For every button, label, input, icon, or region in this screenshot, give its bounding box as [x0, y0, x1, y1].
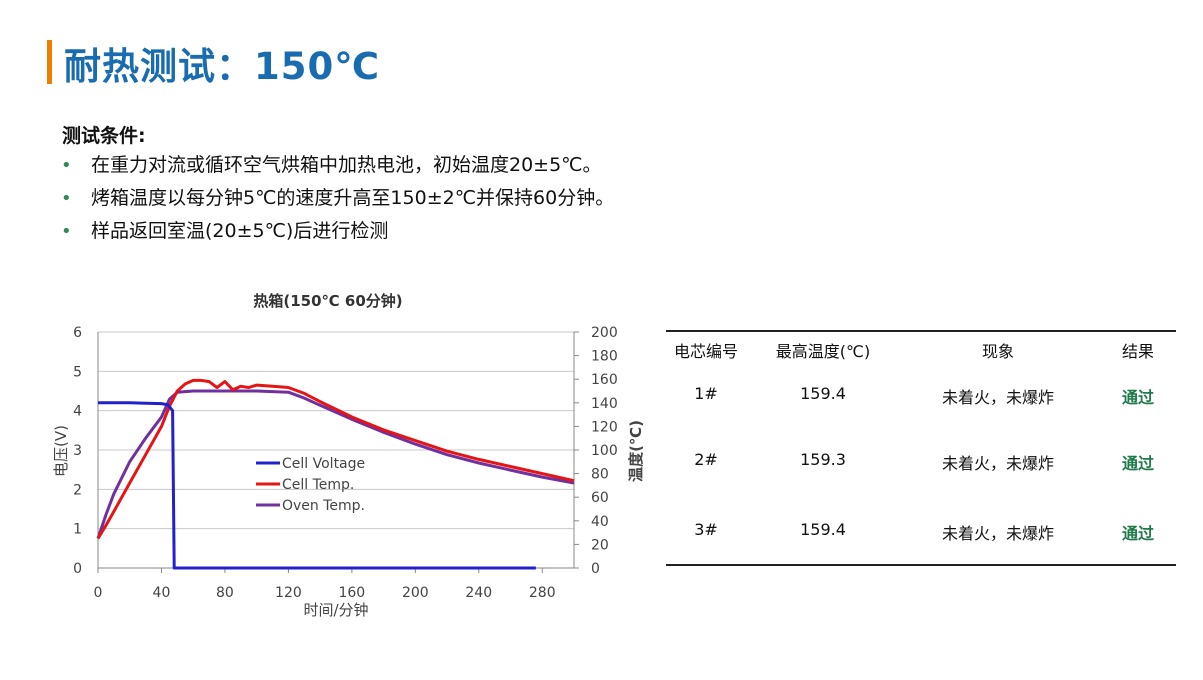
table-cell: 159.4: [800, 520, 846, 539]
table-cell: 2#: [694, 450, 718, 469]
chart-grid: [98, 331, 574, 569]
x-tick-label: 240: [465, 585, 492, 601]
bullet-text: 在重力对流或循环空气烘箱中加热电池，初始温度20±5℃。: [91, 154, 602, 176]
table-cell: 159.3: [800, 450, 846, 469]
chart-legend: Cell Voltage Cell Temp. Oven Temp.: [256, 456, 365, 514]
chart-title: 热箱(150℃ 60分钟): [253, 292, 402, 310]
legend-label: Cell Voltage: [282, 456, 365, 472]
y2-tick-label: 20: [591, 537, 609, 553]
y2-tick-label: 80: [591, 467, 609, 483]
temperature-voltage-chart: 热箱(150℃ 60分钟) 01234560204060801001201401…: [52, 292, 645, 619]
y2-tick-label: 140: [591, 396, 618, 412]
y2-tick-label: 100: [591, 443, 618, 459]
y-tick-label: 3: [73, 443, 82, 459]
legend-label: Oven Temp.: [282, 498, 365, 514]
series-line-oven-temp: [96, 389, 575, 539]
results-table: 电芯编号 最高温度(℃) 现象 结果 1# 159.4 未着火，未爆炸 通过 2…: [666, 330, 1176, 568]
result-pass: 通过: [1121, 524, 1154, 543]
bullet-icon: •: [61, 155, 72, 176]
y2-tick-label: 60: [591, 490, 609, 506]
y2-tick-label: 160: [591, 372, 618, 388]
x-tick-label: 120: [275, 585, 302, 601]
x-axis-label: 时间/分钟: [303, 601, 368, 619]
x-tick-label: 0: [94, 585, 103, 601]
y-axis-label: 电压(V): [52, 425, 70, 477]
y2-tick-label: 120: [591, 419, 618, 435]
series-line-cell-temp: [96, 378, 575, 540]
table-header: 现象: [981, 342, 1014, 361]
y-tick-label: 6: [73, 325, 82, 341]
y2-tick-label: 0: [591, 561, 600, 577]
x-tick-label: 40: [153, 585, 171, 601]
x-tick-label: 160: [338, 585, 365, 601]
bullet-icon: •: [61, 188, 72, 209]
table-cell: 159.4: [800, 384, 846, 403]
y-tick-label: 5: [73, 364, 82, 380]
list-item: • 烤箱温度以每分钟5℃的速度升高至150±2℃并保持60分钟。: [58, 183, 614, 216]
table-header: 电芯编号: [673, 342, 738, 361]
table-cell: 未着火，未爆炸: [941, 454, 1054, 473]
series-line-cell-voltage: [98, 401, 536, 570]
x-tick-label: 200: [402, 585, 429, 601]
bullet-text: 样品返回室温(20±5℃)后进行检测: [91, 220, 389, 242]
bullet-icon: •: [61, 221, 72, 242]
bullet-text: 烤箱温度以每分钟5℃的速度升高至150±2℃并保持60分钟。: [91, 187, 615, 209]
x-tick-label: 280: [529, 585, 556, 601]
y2-tick-label: 180: [591, 349, 618, 365]
table-top-rule: [666, 330, 1176, 332]
y-tick-label: 2: [73, 482, 82, 498]
title-accent-bar: [47, 40, 52, 84]
conditions-list: • 在重力对流或循环空气烘箱中加热电池，初始温度20±5℃。 • 烤箱温度以每分钟5…: [58, 150, 614, 249]
y-tick-label: 0: [73, 561, 82, 577]
y-tick-label: 1: [73, 522, 82, 538]
table-header: 结果: [1121, 342, 1154, 361]
y-tick-label: 4: [73, 404, 82, 420]
table-cell: 未着火，未爆炸: [941, 524, 1054, 543]
conditions-heading: 测试条件:: [62, 125, 146, 147]
result-pass: 通过: [1121, 454, 1154, 473]
table-cell: 1#: [694, 384, 718, 403]
table-header: 最高温度(℃): [775, 342, 871, 361]
table-bottom-rule: [666, 564, 1176, 566]
page-title: 耐热测试：150℃: [64, 45, 381, 88]
table-cell: 未着火，未爆炸: [941, 388, 1054, 407]
list-item: • 在重力对流或循环空气烘箱中加热电池，初始温度20±5℃。: [58, 150, 614, 183]
legend-label: Cell Temp.: [282, 477, 354, 493]
x-tick-label: 80: [216, 585, 234, 601]
y2-axis-label: 温度(℃): [627, 420, 645, 482]
table-cell: 3#: [694, 520, 718, 539]
list-item: • 样品返回室温(20±5℃)后进行检测: [58, 216, 614, 249]
result-pass: 通过: [1121, 388, 1154, 407]
y2-tick-label: 40: [591, 514, 609, 530]
y2-tick-label: 200: [591, 325, 618, 341]
chart-series: [96, 378, 575, 570]
